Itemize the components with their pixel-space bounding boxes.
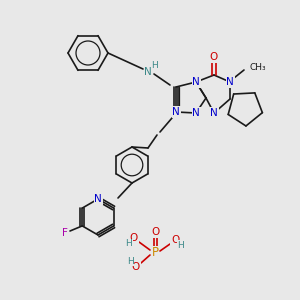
Text: N: N	[210, 108, 218, 118]
Text: P: P	[152, 247, 158, 260]
Text: CH₃: CH₃	[249, 64, 266, 73]
Text: O: O	[151, 227, 159, 237]
Text: O: O	[130, 233, 138, 243]
Text: N: N	[172, 107, 180, 117]
Text: H: H	[178, 241, 184, 250]
Text: N: N	[226, 77, 234, 87]
Text: H: H	[152, 61, 158, 70]
Text: N: N	[192, 108, 200, 118]
Text: H: H	[126, 239, 132, 248]
Text: N: N	[94, 194, 102, 204]
Text: F: F	[62, 228, 68, 238]
Text: N: N	[192, 77, 200, 87]
Text: H: H	[127, 256, 134, 266]
Text: O: O	[132, 262, 140, 272]
Text: O: O	[210, 52, 218, 62]
Text: N: N	[144, 67, 152, 77]
Text: O: O	[171, 235, 179, 245]
